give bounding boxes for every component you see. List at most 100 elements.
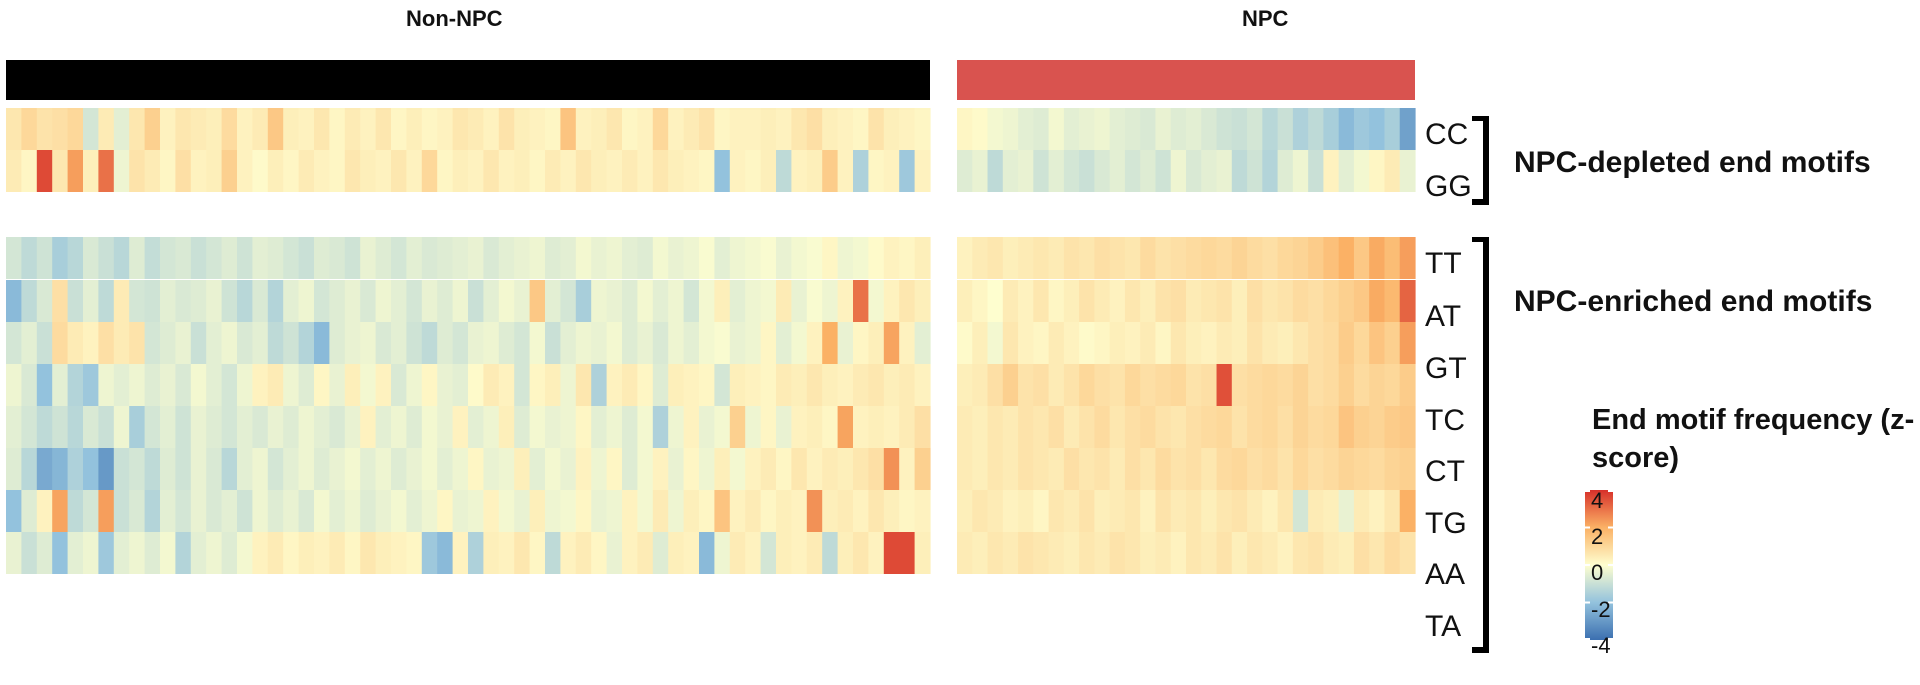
heatmap-cell-ct-60 (957, 406, 973, 448)
heatmap-cell-aa-76 (1201, 490, 1218, 532)
heatmap-cell-tt-11 (175, 237, 192, 279)
heatmap-cell-tt-39 (606, 237, 623, 279)
heatmap-cell-tc-14 (221, 364, 238, 406)
heatmap-cell-cc-53 (822, 108, 839, 150)
heatmap-cell-gt-18 (283, 322, 300, 364)
heatmap-cell-ta-85 (1338, 532, 1355, 574)
heatmap-cell-aa-80 (1262, 490, 1279, 532)
heatmap-cell-at-76 (1201, 280, 1218, 322)
heatmap-cell-ta-9 (144, 532, 161, 574)
heatmap-cell-tc-26 (406, 364, 423, 406)
heatmap-cell-aa-61 (972, 490, 989, 532)
heatmap-cell-ta-2 (36, 532, 53, 574)
heatmap-cell-at-40 (622, 280, 638, 322)
heatmap-cell-gg-57 (883, 150, 900, 192)
heatmap-cell-tg-67 (1063, 448, 1080, 490)
heatmap-cell-aa-75 (1186, 490, 1202, 532)
heatmap-cell-gt-82 (1292, 322, 1309, 364)
heatmap-cell-aa-89 (1399, 490, 1416, 532)
heatmap-cell-aa-1 (21, 490, 38, 532)
heatmap-cell-ct-51 (791, 406, 808, 448)
heatmap-cell-tg-28 (437, 448, 454, 490)
heatmap-cell-gt-81 (1277, 322, 1294, 364)
heatmap-cell-ct-46 (714, 406, 731, 448)
heatmap-cell-ct-68 (1079, 406, 1095, 448)
heatmap-cell-ta-53 (822, 532, 839, 574)
heatmap-cell-at-70 (1109, 280, 1126, 322)
bracket-enriched (1472, 237, 1489, 653)
heatmap-cell-ta-40 (622, 532, 638, 574)
heatmap-cell-tc-57 (883, 364, 900, 406)
heatmap-cell-cc-19 (298, 108, 315, 150)
heatmap-cell-cc-74 (1170, 108, 1187, 150)
heatmap-cell-ta-72 (1140, 532, 1157, 574)
heatmap-cell-tc-47 (729, 364, 746, 406)
heatmap-cell-ct-38 (591, 406, 608, 448)
heatmap-cell-at-25 (391, 280, 407, 322)
heatmap-cell-at-46 (714, 280, 731, 322)
heatmap-cell-aa-51 (791, 490, 808, 532)
heatmap-cell-tt-80 (1262, 237, 1279, 279)
heatmap-cell-ct-44 (683, 406, 700, 448)
heatmap-cell-tg-79 (1247, 448, 1263, 490)
heatmap-cell-aa-41 (637, 490, 654, 532)
heatmap-cell-aa-16 (252, 490, 269, 532)
heatmap-cell-at-30 (468, 280, 484, 322)
heatmap-cell-cc-4 (67, 108, 84, 150)
heatmap-cell-at-87 (1369, 280, 1386, 322)
heatmap-cell-tt-77 (1216, 237, 1233, 279)
heatmap-cell-ta-52 (806, 532, 823, 574)
heatmap-cell-cc-82 (1292, 108, 1309, 150)
heatmap-cell-tc-7 (113, 364, 130, 406)
heatmap-cell-tc-60 (957, 364, 973, 406)
heatmap-cell-tt-66 (1048, 237, 1065, 279)
heatmap-cell-at-56 (868, 280, 885, 322)
heatmap-cell-cc-67 (1063, 108, 1080, 150)
heatmap-cell-ta-24 (375, 532, 392, 574)
heatmap-cell-ct-15 (237, 406, 253, 448)
heatmap-cell-cc-20 (314, 108, 330, 150)
heatmap-cell-aa-49 (760, 490, 777, 532)
heatmap-cell-tg-32 (498, 448, 515, 490)
heatmap-cell-ta-13 (206, 532, 223, 574)
heatmap-cell-ct-72 (1140, 406, 1157, 448)
heatmap-cell-tg-86 (1353, 448, 1370, 490)
heatmap-cell-tg-26 (406, 448, 423, 490)
heatmap-cell-cc-84 (1323, 108, 1340, 150)
heatmap-cell-at-62 (987, 280, 1004, 322)
heatmap-cell-tg-11 (175, 448, 192, 490)
heatmap-cell-gt-7 (113, 322, 130, 364)
heatmap-cell-aa-13 (206, 490, 223, 532)
heatmap-cell-aa-39 (606, 490, 623, 532)
heatmap-cell-gg-34 (529, 150, 546, 192)
heatmap-cell-aa-17 (267, 490, 284, 532)
heatmap-cell-ta-89 (1399, 532, 1416, 574)
heatmap-cell-ta-62 (987, 532, 1004, 574)
heatmap-cell-tc-36 (560, 364, 577, 406)
heatmap-cell-tc-74 (1170, 364, 1187, 406)
heatmap-cell-at-0 (6, 280, 22, 322)
heatmap-cell-at-37 (575, 280, 592, 322)
heatmap-cell-ct-7 (113, 406, 130, 448)
heatmap-cell-at-38 (591, 280, 608, 322)
heatmap-cell-tc-13 (206, 364, 223, 406)
heatmap-cell-gg-71 (1124, 150, 1141, 192)
heatmap-cell-gg-5 (83, 150, 99, 192)
heatmap-cell-gg-38 (591, 150, 608, 192)
heatmap-cell-gg-3 (52, 150, 69, 192)
heatmap-cell-tg-0 (6, 448, 22, 490)
heatmap-cell-gt-51 (791, 322, 808, 364)
heatmap-cell-gt-79 (1247, 322, 1263, 364)
heatmap-cell-tt-3 (52, 237, 69, 279)
heatmap-cell-cc-86 (1353, 108, 1370, 150)
heatmap-cell-gt-69 (1094, 322, 1111, 364)
heatmap-cell-tt-27 (421, 237, 438, 279)
heatmap-cell-gg-18 (283, 150, 300, 192)
heatmap-cell-cc-70 (1109, 108, 1126, 150)
heatmap-cell-cc-80 (1262, 108, 1279, 150)
heatmap-cell-gg-64 (1018, 150, 1034, 192)
heatmap-cell-ct-56 (868, 406, 885, 448)
heatmap-cell-aa-47 (729, 490, 746, 532)
heatmap-cell-gg-65 (1033, 150, 1050, 192)
heatmap-cell-ta-18 (283, 532, 300, 574)
